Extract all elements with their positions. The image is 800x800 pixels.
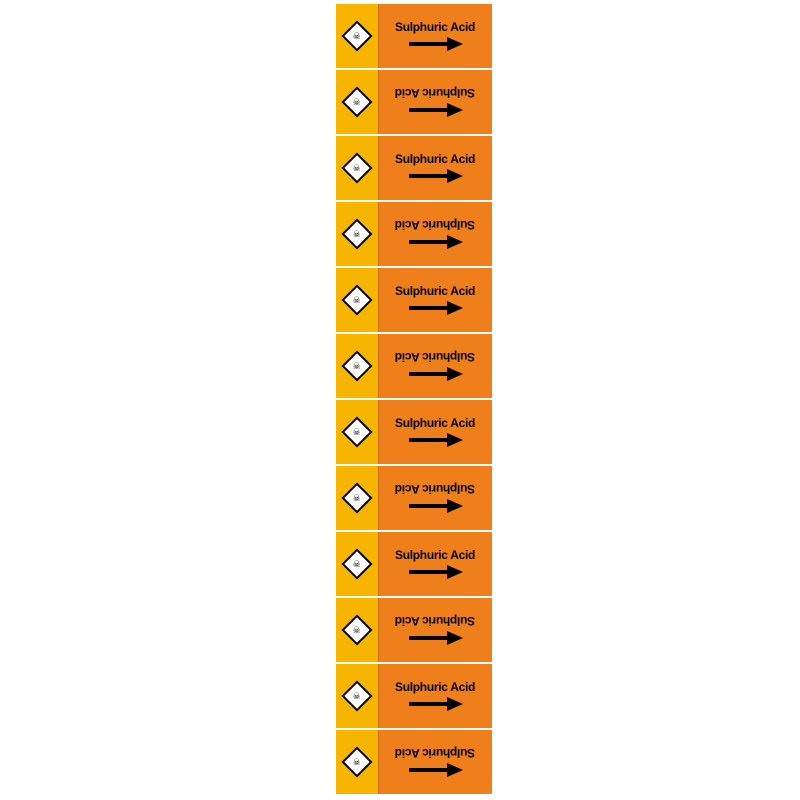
- substance-label: Sulphuric Acid: [395, 746, 475, 760]
- hazard-diamond-icon: ☠: [341, 680, 372, 711]
- substance-label: Sulphuric Acid: [395, 152, 475, 166]
- hazard-panel: ☠: [336, 400, 378, 464]
- hazard-diamond-icon: ☠: [341, 284, 372, 315]
- flow-arrow-icon: [407, 234, 463, 250]
- pipe-marker: ☠ Sulphuric Acid: [336, 70, 492, 136]
- hazard-diamond-icon: ☠: [341, 614, 372, 645]
- content-panel: Sulphuric Acid: [378, 466, 492, 530]
- flow-arrow-icon: [407, 366, 463, 382]
- pipe-marker: ☠ Sulphuric Acid: [336, 598, 492, 664]
- panel-divider: [378, 334, 379, 398]
- flow-arrow: [407, 762, 463, 778]
- pipe-marker: ☠ Sulphuric Acid: [336, 730, 492, 796]
- flow-arrow: [407, 168, 463, 184]
- flow-arrow-icon: [407, 300, 463, 316]
- pipe-marker: ☠ Sulphuric Acid: [336, 334, 492, 400]
- panel-divider: [378, 136, 379, 200]
- content-panel: Sulphuric Acid: [378, 598, 492, 662]
- flow-arrow: [407, 498, 463, 514]
- flow-arrow-icon: [407, 696, 463, 712]
- substance-label: Sulphuric Acid: [395, 416, 475, 430]
- pipe-marker: ☠ Sulphuric Acid: [336, 466, 492, 532]
- hazard-diamond-icon: ☠: [341, 20, 372, 51]
- substance-label: Sulphuric Acid: [395, 284, 475, 298]
- flow-arrow-icon: [407, 498, 463, 514]
- hazard-panel: ☠: [336, 268, 378, 332]
- hazard-panel: ☠: [336, 532, 378, 596]
- pipe-marker: ☠ Sulphuric Acid: [336, 664, 492, 730]
- pipe-marker: ☠ Sulphuric Acid: [336, 532, 492, 598]
- content-panel: Sulphuric Acid: [378, 202, 492, 266]
- substance-label: Sulphuric Acid: [395, 218, 475, 232]
- hazard-diamond-icon: ☠: [341, 350, 372, 381]
- substance-label: Sulphuric Acid: [395, 680, 475, 694]
- hazard-panel: ☠: [336, 4, 378, 68]
- hazard-panel: ☠: [336, 136, 378, 200]
- panel-divider: [378, 466, 379, 530]
- hazard-diamond-icon: ☠: [341, 482, 372, 513]
- flow-arrow-icon: [407, 762, 463, 778]
- panel-divider: [378, 202, 379, 266]
- flow-arrow: [407, 300, 463, 316]
- pipe-marker: ☠ Sulphuric Acid: [336, 136, 492, 202]
- flow-arrow-icon: [407, 168, 463, 184]
- pipe-marker: ☠ Sulphuric Acid: [336, 202, 492, 268]
- hazard-panel: ☠: [336, 202, 378, 266]
- flow-arrow-icon: [407, 102, 463, 118]
- content-panel: Sulphuric Acid: [378, 730, 492, 794]
- flow-arrow-icon: [407, 432, 463, 448]
- substance-label: Sulphuric Acid: [395, 350, 475, 364]
- flow-arrow: [407, 234, 463, 250]
- panel-divider: [378, 598, 379, 662]
- content-panel: Sulphuric Acid: [378, 136, 492, 200]
- panel-divider: [378, 532, 379, 596]
- hazard-panel: ☠: [336, 334, 378, 398]
- panel-divider: [378, 400, 379, 464]
- flow-arrow: [407, 432, 463, 448]
- hazard-panel: ☠: [336, 730, 378, 794]
- panel-divider: [378, 664, 379, 728]
- content-panel: Sulphuric Acid: [378, 334, 492, 398]
- pipe-marker: ☠ Sulphuric Acid: [336, 400, 492, 466]
- hazard-diamond-icon: ☠: [341, 86, 372, 117]
- content-panel: Sulphuric Acid: [378, 400, 492, 464]
- pipe-marker-strip: ☠ Sulphuric Acid ☠ Sulphuric Acid ☠ Sulphur…: [336, 4, 492, 796]
- content-panel: Sulphuric Acid: [378, 532, 492, 596]
- flow-arrow: [407, 366, 463, 382]
- pipe-marker: ☠ Sulphuric Acid: [336, 268, 492, 334]
- flow-arrow-icon: [407, 36, 463, 52]
- hazard-diamond-icon: ☠: [341, 746, 372, 777]
- panel-divider: [378, 4, 379, 68]
- flow-arrow: [407, 36, 463, 52]
- content-panel: Sulphuric Acid: [378, 4, 492, 68]
- pipe-marker: ☠ Sulphuric Acid: [336, 4, 492, 70]
- hazard-diamond-icon: ☠: [341, 218, 372, 249]
- hazard-panel: ☠: [336, 466, 378, 530]
- flow-arrow: [407, 102, 463, 118]
- hazard-diamond-icon: ☠: [341, 416, 372, 447]
- panel-divider: [378, 730, 379, 794]
- flow-arrow-icon: [407, 630, 463, 646]
- substance-label: Sulphuric Acid: [395, 20, 475, 34]
- flow-arrow: [407, 696, 463, 712]
- flow-arrow-icon: [407, 564, 463, 580]
- substance-label: Sulphuric Acid: [395, 614, 475, 628]
- hazard-panel: ☠: [336, 664, 378, 728]
- hazard-panel: ☠: [336, 598, 378, 662]
- hazard-diamond-icon: ☠: [341, 152, 372, 183]
- content-panel: Sulphuric Acid: [378, 70, 492, 134]
- hazard-diamond-icon: ☠: [341, 548, 372, 579]
- substance-label: Sulphuric Acid: [395, 548, 475, 562]
- flow-arrow: [407, 564, 463, 580]
- content-panel: Sulphuric Acid: [378, 268, 492, 332]
- panel-divider: [378, 268, 379, 332]
- hazard-panel: ☠: [336, 70, 378, 134]
- content-panel: Sulphuric Acid: [378, 664, 492, 728]
- flow-arrow: [407, 630, 463, 646]
- substance-label: Sulphuric Acid: [395, 482, 475, 496]
- panel-divider: [378, 70, 379, 134]
- substance-label: Sulphuric Acid: [395, 86, 475, 100]
